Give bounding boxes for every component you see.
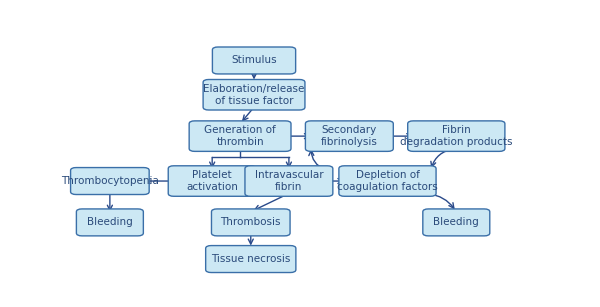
FancyBboxPatch shape [203,80,305,110]
FancyBboxPatch shape [423,209,490,236]
Text: Bleeding: Bleeding [433,217,479,227]
FancyBboxPatch shape [408,121,505,151]
FancyBboxPatch shape [189,121,291,151]
Text: Elaboration/release
of tissue factor: Elaboration/release of tissue factor [203,84,305,106]
FancyBboxPatch shape [71,168,149,195]
FancyBboxPatch shape [211,209,290,236]
FancyBboxPatch shape [76,209,143,236]
Text: Secondary
fibrinolysis: Secondary fibrinolysis [321,125,378,147]
FancyBboxPatch shape [168,166,256,196]
Text: Depletion of
coagulation factors: Depletion of coagulation factors [337,170,438,192]
FancyBboxPatch shape [212,47,296,74]
FancyBboxPatch shape [305,121,393,151]
FancyBboxPatch shape [206,246,296,273]
Text: Tissue necrosis: Tissue necrosis [211,254,290,264]
Text: Intravascular
fibrin: Intravascular fibrin [254,170,323,192]
Text: Generation of
thrombin: Generation of thrombin [204,125,276,147]
Text: Thrombocytopenia: Thrombocytopenia [61,176,159,186]
FancyBboxPatch shape [245,166,333,196]
FancyBboxPatch shape [339,166,436,196]
Text: Thrombosis: Thrombosis [221,217,281,227]
Text: Platelet
activation: Platelet activation [186,170,238,192]
Text: Stimulus: Stimulus [231,56,277,65]
Text: Fibrin
degradation products: Fibrin degradation products [400,125,512,147]
Text: Bleeding: Bleeding [87,217,133,227]
